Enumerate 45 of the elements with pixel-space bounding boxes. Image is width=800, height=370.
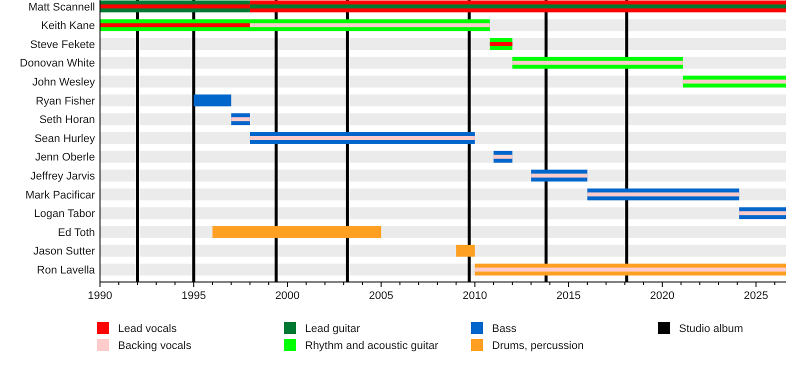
bar <box>250 136 475 140</box>
bar <box>100 4 250 8</box>
y-tick-label: Mark Pacificar <box>25 189 96 202</box>
x-tick-label: 1995 <box>181 290 206 302</box>
bar <box>512 60 683 65</box>
y-tick-label: Logan Tabor <box>34 208 96 220</box>
x-tick-label: 2010 <box>462 290 488 302</box>
x-tick-label: 2020 <box>650 290 675 302</box>
y-tick-label: Seth Horan <box>39 114 95 126</box>
bar <box>100 23 250 28</box>
y-tick-label: Ryan Fisher <box>36 95 96 108</box>
y-tick-label: Donovan White <box>20 58 95 70</box>
y-tick-label: Ed Toth <box>58 226 95 239</box>
x-tick-label: 2005 <box>368 290 394 302</box>
bar <box>682 80 786 84</box>
y-tick-label: Jenn Oberle <box>35 152 95 164</box>
legend-label: Bass <box>492 322 517 335</box>
y-tick-label: Ron Lavella <box>36 264 96 276</box>
bar <box>531 174 588 178</box>
legend-label: Lead guitar <box>305 322 360 335</box>
y-tick-label: Keith Kane <box>41 20 95 32</box>
y-tick-label: Jason Sutter <box>33 246 96 258</box>
bar <box>212 226 382 238</box>
bar <box>250 4 786 8</box>
x-tick-label: 1990 <box>88 290 112 302</box>
bar <box>231 117 250 122</box>
legend-label: Lead vocals <box>118 322 178 335</box>
x-tick-label: 2015 <box>556 290 581 302</box>
legend-label: Drums, percussion <box>492 340 584 352</box>
bar <box>587 192 740 196</box>
y-tick-label: Sean Hurley <box>34 132 96 145</box>
legend-label: Rhythm and acoustic guitar <box>305 340 439 352</box>
y-tick-label: John Wesley <box>32 76 96 88</box>
legend-label: Studio album <box>679 322 744 335</box>
bar <box>739 211 786 216</box>
bar <box>456 244 475 257</box>
y-tick-label: Steve Fekete <box>30 38 95 51</box>
legend-label: Backing vocals <box>118 340 192 352</box>
bar <box>194 94 232 106</box>
x-tick-label: 2025 <box>744 290 768 302</box>
y-tick-label: Matt Scannell <box>28 1 95 14</box>
y-tick-label: Jeffrey Jarvis <box>30 170 96 182</box>
bar <box>490 42 512 46</box>
x-tick-label: 2000 <box>275 290 300 302</box>
bar <box>494 154 512 159</box>
